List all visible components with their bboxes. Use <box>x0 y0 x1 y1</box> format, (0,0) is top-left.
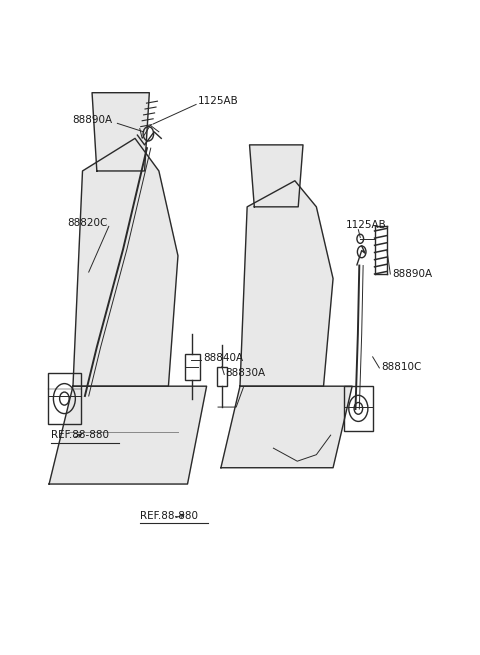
Bar <box>344 386 372 430</box>
Text: REF.88-880: REF.88-880 <box>140 511 198 521</box>
Bar <box>48 373 81 424</box>
Text: 88820C: 88820C <box>67 218 108 229</box>
Bar <box>216 367 227 386</box>
Text: 88890A: 88890A <box>392 269 432 278</box>
Text: 88830A: 88830A <box>226 368 266 379</box>
Polygon shape <box>73 138 178 386</box>
Bar <box>185 354 200 380</box>
Polygon shape <box>92 93 149 171</box>
Text: 1125AB: 1125AB <box>198 96 239 107</box>
Text: 1125AB: 1125AB <box>346 220 387 231</box>
Text: 88840A: 88840A <box>203 354 243 364</box>
Text: 88810C: 88810C <box>381 362 421 372</box>
Text: REF.88-880: REF.88-880 <box>51 430 109 440</box>
Polygon shape <box>250 145 303 207</box>
Text: 88890A: 88890A <box>72 115 112 125</box>
Polygon shape <box>49 386 206 484</box>
Polygon shape <box>240 181 333 386</box>
Polygon shape <box>221 386 352 468</box>
